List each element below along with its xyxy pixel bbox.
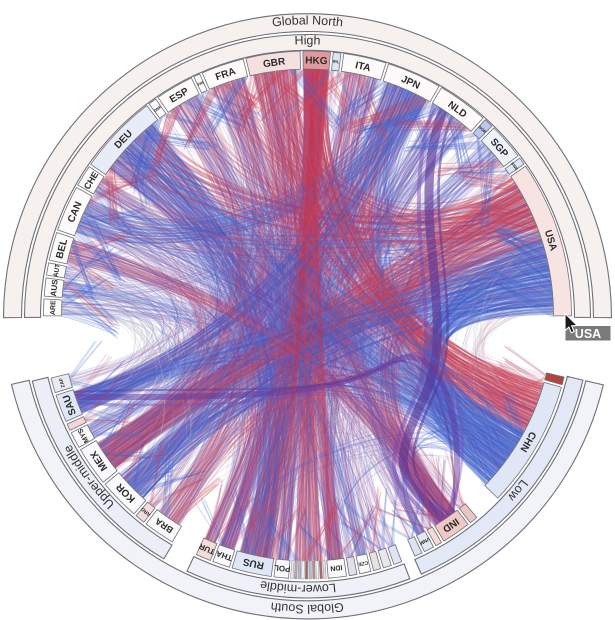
svg-text:FIN: FIN (196, 80, 204, 87)
svg-text:HKG: HKG (305, 55, 328, 67)
svg-text:CZE: CZE (357, 559, 369, 567)
svg-text:VNM: VNM (418, 535, 431, 545)
svg-text:Global South: Global South (270, 600, 345, 616)
svg-text:ARE: ARE (50, 300, 57, 315)
svg-text:GBR: GBR (262, 56, 286, 70)
svg-text:AUS: AUS (49, 278, 60, 296)
svg-text:Global North: Global North (271, 13, 343, 29)
svg-text:AUT: AUT (53, 263, 62, 277)
svg-text:ARG: ARG (140, 505, 152, 517)
svg-text:ZAF: ZAF (58, 377, 66, 388)
svg-text:NOR: NOR (477, 124, 487, 134)
svg-text:POL: POL (273, 563, 290, 574)
svg-text:SWE: SWE (510, 161, 520, 172)
svg-text:IRL: IRL (333, 59, 341, 65)
svg-text:BEL: BEL (54, 238, 70, 260)
svg-text:DNK: DNK (153, 104, 163, 113)
svg-text:USA: USA (575, 327, 601, 341)
svg-text:High: High (294, 33, 320, 47)
svg-text:ITA: ITA (354, 60, 371, 74)
svg-text:Lower-middle: Lower-middle (259, 578, 337, 596)
svg-text:IDN: IDN (330, 563, 343, 571)
svg-text:RUS: RUS (242, 555, 265, 570)
